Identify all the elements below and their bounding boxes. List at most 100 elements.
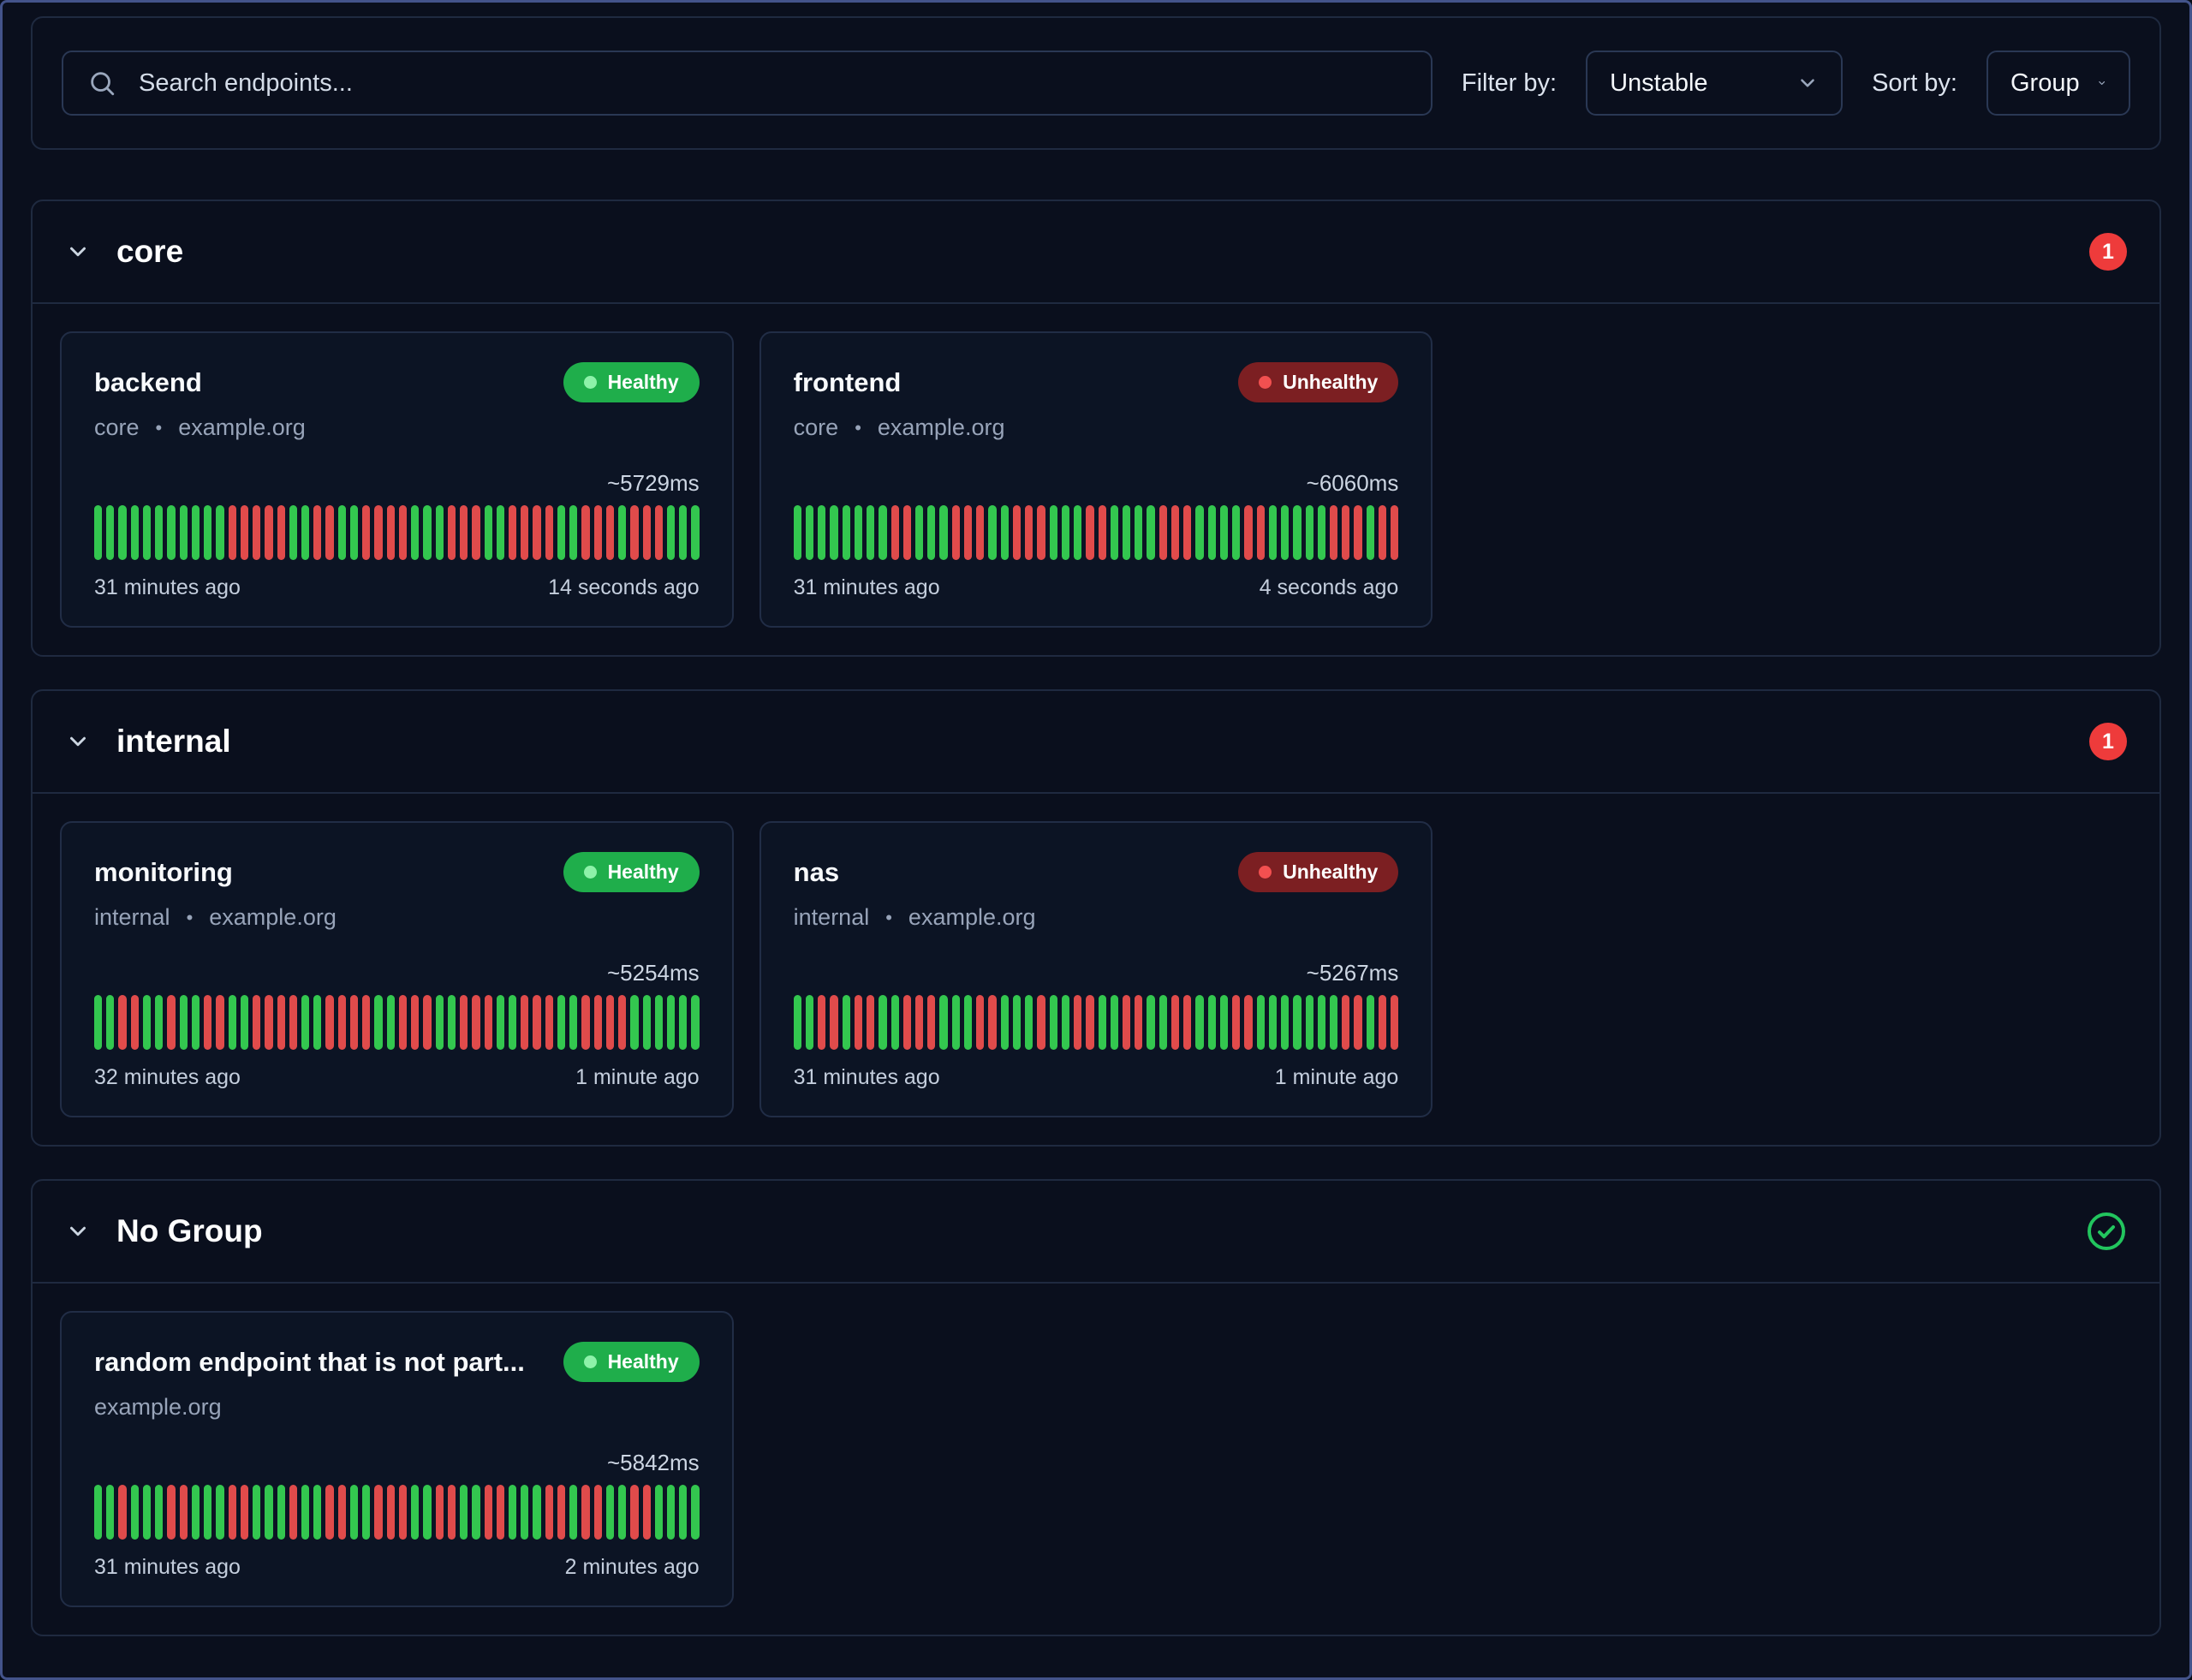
endpoint-subtitle: example.org [94, 1394, 700, 1421]
history-bar [605, 1485, 615, 1540]
history-bar [879, 995, 887, 1050]
history-bar [793, 995, 801, 1050]
status-label: Unhealthy [1283, 371, 1379, 393]
endpoint-card[interactable]: monitoring Healthy internal • example.org … [60, 821, 734, 1117]
search-box[interactable] [62, 51, 1433, 116]
history-bar [1122, 505, 1131, 560]
history-bar [325, 505, 334, 560]
separator-dot-icon: • [155, 416, 163, 438]
group-title: internal [116, 724, 231, 759]
group-title: No Group [116, 1213, 263, 1248]
history-bar [106, 505, 115, 560]
history-bar [818, 995, 826, 1050]
group-header[interactable]: core 1 [33, 201, 2159, 304]
history-bar [951, 995, 960, 1050]
history-bar [228, 505, 236, 560]
healthy-check-icon [2088, 1212, 2125, 1250]
group-body: monitoring Healthy internal • example.org … [33, 794, 2159, 1145]
subtitle-host: example.org [178, 414, 306, 440]
history-bar [691, 505, 700, 560]
separator-dot-icon: • [885, 906, 892, 928]
filter-select[interactable]: Unstable [1586, 51, 1844, 116]
oldest-timestamp: 31 minutes ago [793, 575, 940, 599]
group-header[interactable]: No Group [33, 1181, 2159, 1284]
response-time: ~5729ms [606, 470, 700, 496]
history-bar [867, 505, 875, 560]
history-bar [130, 995, 139, 1050]
history-bar [818, 505, 826, 560]
history-bar [642, 1485, 651, 1540]
history-bar [423, 1485, 432, 1540]
history-bar [939, 505, 948, 560]
history-bar [805, 995, 814, 1050]
history-bar [130, 1485, 139, 1540]
history-bar [301, 995, 310, 1050]
history-bar [1366, 505, 1374, 560]
history-bar [533, 995, 541, 1050]
history-bar [460, 995, 468, 1050]
history-bar [557, 995, 566, 1050]
history-bar [337, 1485, 346, 1540]
history-bar [1098, 995, 1106, 1050]
history-bar [679, 995, 688, 1050]
history-bar [1219, 505, 1229, 560]
history-bar [793, 505, 801, 560]
filter-selected-value: Unstable [1610, 69, 1708, 97]
history-bar [447, 505, 456, 560]
history-bar [963, 995, 973, 1050]
history-bar [854, 995, 863, 1050]
history-bar [374, 505, 383, 560]
history-bar [508, 1485, 517, 1540]
history-bar [581, 995, 590, 1050]
endpoint-subtitle: internal • example.org [94, 904, 700, 931]
history-bar [581, 505, 590, 560]
history-bars [94, 995, 700, 1050]
history-bar [521, 995, 529, 1050]
history-bar [423, 995, 432, 1050]
history-bars [793, 995, 1399, 1050]
history-bar [1049, 505, 1057, 560]
endpoint-card[interactable]: nas Unhealthy internal • example.org ~5267… [759, 821, 1433, 1117]
history-bar [593, 995, 602, 1050]
endpoint-card[interactable]: random endpoint that is not part... Heal… [60, 1311, 734, 1607]
toolbar: Filter by: Unstable Sort by: Group [31, 16, 2161, 150]
status-label: Unhealthy [1283, 861, 1379, 883]
group-header[interactable]: internal 1 [33, 691, 2159, 794]
history-bar [447, 1485, 456, 1540]
endpoint-card[interactable]: backend Healthy core • example.org ~5729ms… [60, 331, 734, 628]
endpoint-name: backend [94, 366, 202, 397]
history-bar [915, 505, 924, 560]
history-bar [265, 1485, 273, 1540]
history-bar [118, 505, 127, 560]
history-bar [337, 505, 346, 560]
history-bar [1366, 995, 1374, 1050]
history-bar [362, 505, 371, 560]
endpoint-card[interactable]: frontend Unhealthy core • example.org ~606… [759, 331, 1433, 628]
history-bar [362, 1485, 371, 1540]
history-bar [927, 505, 936, 560]
history-bars [94, 505, 700, 560]
history-bar [667, 1485, 676, 1540]
history-bar [879, 505, 887, 560]
history-bar [253, 995, 261, 1050]
history-bar [1378, 995, 1387, 1050]
history-bar [630, 1485, 639, 1540]
history-bar [411, 1485, 420, 1540]
sort-select[interactable]: Group [1986, 51, 2130, 116]
history-bar [447, 995, 456, 1050]
history-bar [593, 1485, 602, 1540]
history-bar [204, 995, 212, 1050]
filter-by-label: Filter by: [1461, 69, 1558, 97]
group-body: random endpoint that is not part... Heal… [33, 1284, 2159, 1635]
chevron-down-icon [70, 1226, 86, 1236]
status-label: Healthy [607, 861, 679, 883]
history-bar [265, 995, 273, 1050]
history-bar [240, 1485, 249, 1540]
endpoint-group: core 1 backend Healthy core • example.org … [31, 200, 2161, 657]
search-input[interactable] [137, 68, 1407, 98]
history-bar [630, 505, 639, 560]
endpoint-name: frontend [793, 366, 902, 397]
history-bar [1293, 995, 1302, 1050]
history-bar [155, 995, 164, 1050]
